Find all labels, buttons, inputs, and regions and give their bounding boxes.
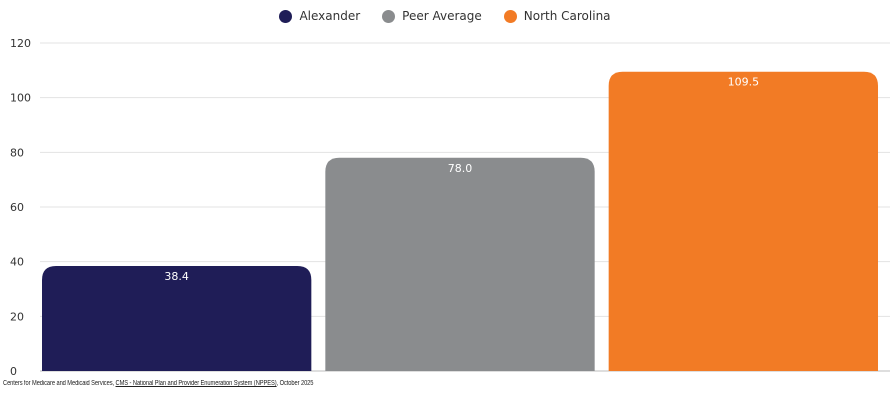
source-link[interactable]: CMS - National Plan and Provider Enumera…	[115, 380, 277, 387]
bar-alexander[interactable]	[42, 266, 312, 371]
legend-item-peer-average[interactable]: Peer Average	[382, 9, 482, 23]
bar-north-carolina[interactable]	[608, 71, 878, 371]
y-tick-label-0: 0	[10, 365, 17, 378]
legend-item-alexander[interactable]: Alexander	[279, 9, 360, 23]
chart-legend: Alexander Peer Average North Carolina	[0, 9, 890, 23]
y-tick-label-100: 100	[10, 92, 31, 105]
source-prefix: Centers for Medicare and Medicaid Servic…	[3, 380, 116, 387]
y-tick-label-60: 60	[10, 201, 24, 214]
legend-swatch-north-carolina	[503, 9, 517, 23]
legend-swatch-peer-average	[382, 9, 396, 23]
legend-label-peer-average: Peer Average	[402, 9, 482, 23]
data-label-north-carolina: 109.5	[728, 76, 760, 89]
legend-item-north-carolina[interactable]: North Carolina	[503, 9, 611, 23]
source-suffix: , October 2025	[276, 380, 314, 387]
data-label-peer-average: 78.0	[448, 162, 473, 175]
y-tick-label-80: 80	[10, 146, 24, 159]
y-tick-label-120: 120	[10, 37, 31, 50]
legend-swatch-alexander	[279, 9, 293, 23]
bar-peer-average[interactable]	[325, 157, 595, 371]
source-note: Centers for Medicare and Medicaid Servic…	[3, 380, 313, 387]
y-tick-label-40: 40	[10, 256, 24, 269]
legend-label-alexander: Alexander	[299, 9, 361, 23]
legend-label-north-carolina: North Carolina	[523, 9, 611, 23]
y-tick-label-20: 20	[10, 310, 24, 323]
data-label-alexander: 38.4	[164, 270, 189, 283]
